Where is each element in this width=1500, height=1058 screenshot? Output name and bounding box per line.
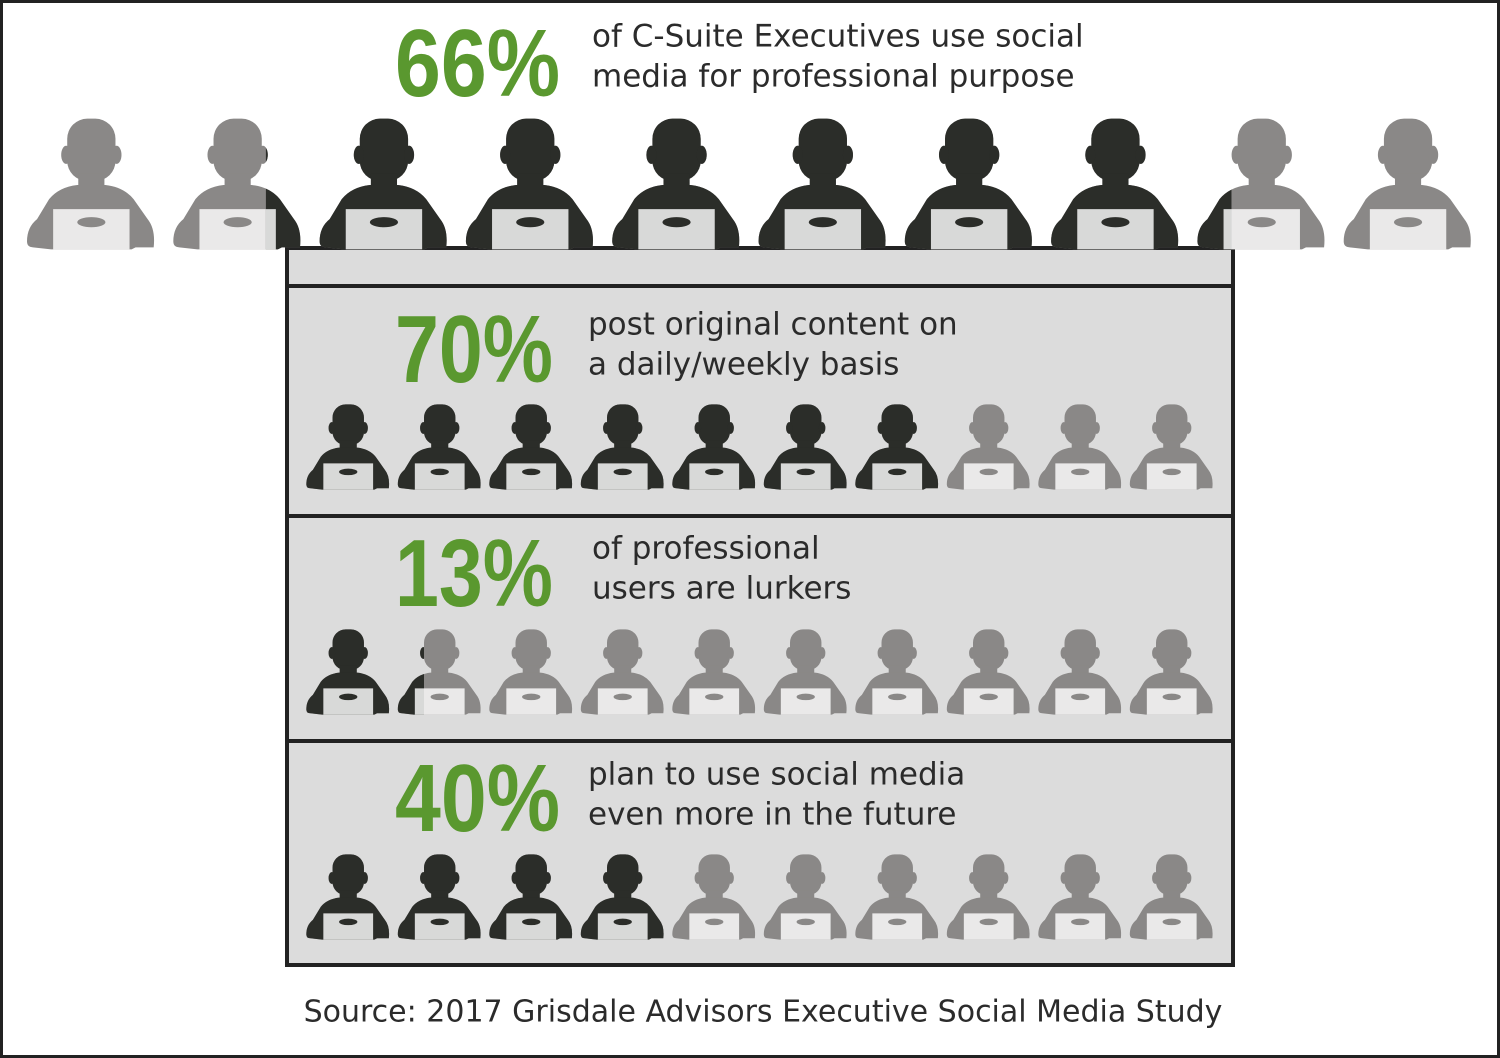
caption: even more in the future	[588, 797, 957, 833]
percent-label: 13%	[395, 520, 553, 627]
percent-label: 70%	[395, 296, 553, 403]
caption: post original content on	[588, 307, 958, 343]
caption: of professional	[592, 531, 820, 567]
caption: of C-Suite Executives use social	[592, 19, 1084, 55]
percent-label: 40%	[395, 745, 560, 852]
panel-box	[285, 246, 1235, 967]
caption: plan to use social media	[588, 757, 965, 793]
source: Source: 2017 Grisdale Advisors Executive…	[304, 995, 1223, 1030]
caption: a daily/weekly basis	[588, 347, 899, 383]
caption: users are lurkers	[592, 571, 851, 607]
percent-label: 66%	[395, 10, 560, 117]
caption: media for professional purpose	[592, 59, 1075, 95]
